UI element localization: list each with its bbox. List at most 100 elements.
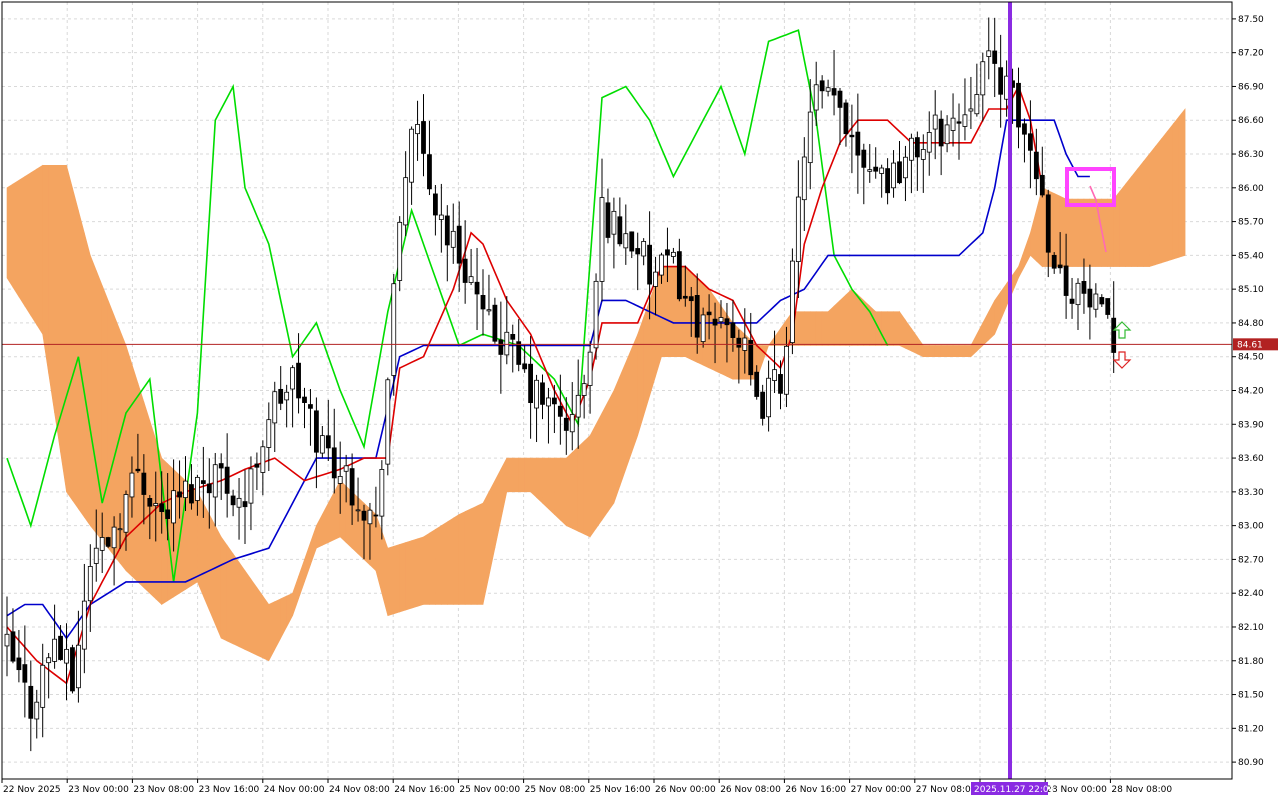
- candle-body: [313, 410, 319, 453]
- candle-body: [819, 80, 825, 92]
- cloud-segment: [619, 362, 627, 487]
- x-tick-label: 25 Nov 00:00: [459, 785, 520, 795]
- candle-body: [70, 647, 75, 692]
- candle: [659, 252, 664, 284]
- candle: [629, 231, 635, 259]
- candle: [831, 50, 837, 116]
- cloud-segment: [524, 457, 531, 493]
- cloud-segment: [833, 299, 841, 346]
- cloud-segment: [464, 508, 472, 605]
- candle-body: [599, 197, 605, 282]
- cloud-segment: [827, 305, 835, 346]
- y-tick-label: 81.50: [1238, 691, 1264, 701]
- candle-body: [1051, 254, 1057, 269]
- candle: [1057, 232, 1063, 274]
- cloud-segment: [429, 528, 436, 605]
- candle: [34, 689, 40, 739]
- candle: [159, 471, 165, 534]
- candle-body: [385, 379, 391, 465]
- candle-body: [861, 149, 867, 168]
- candle-body: [34, 701, 40, 720]
- candle: [64, 623, 69, 701]
- y-tick-label: 82.40: [1238, 589, 1264, 599]
- y-tick-label: 87.50: [1238, 15, 1264, 25]
- candle-body: [1063, 265, 1069, 296]
- cloud-segment: [327, 491, 335, 543]
- candle-body: [1111, 317, 1117, 353]
- y-tick-label: 84.20: [1238, 387, 1264, 397]
- candle: [855, 93, 861, 194]
- candle: [938, 110, 944, 176]
- cloud-segment: [577, 440, 585, 535]
- cloud-segment: [684, 265, 692, 361]
- candle: [641, 238, 647, 266]
- cloud-segment: [262, 595, 270, 662]
- candle-body: [290, 367, 296, 390]
- cloud-segment: [203, 502, 210, 611]
- candle-body: [540, 382, 545, 405]
- x-tick-label: 22 Nov 2025: [3, 785, 61, 795]
- candle-body: [260, 446, 266, 473]
- y-tick-label: 84.50: [1238, 353, 1264, 363]
- candle-body: [171, 490, 177, 524]
- cloud-segment: [1065, 198, 1073, 267]
- candle-body: [736, 337, 742, 348]
- candle: [891, 150, 896, 198]
- candle: [504, 296, 510, 365]
- candle: [498, 301, 504, 394]
- candle: [337, 441, 343, 514]
- candle-body: [534, 379, 539, 409]
- y-tick-label: 85.40: [1238, 251, 1264, 261]
- candle: [736, 329, 742, 384]
- candle-body: [415, 124, 420, 135]
- candle: [212, 452, 218, 527]
- candle: [266, 402, 272, 472]
- time-marker-box: [971, 782, 1048, 795]
- candle: [510, 324, 516, 373]
- candle: [58, 625, 63, 661]
- cloud-segment: [536, 457, 543, 504]
- cloud-segment: [839, 294, 847, 346]
- candle-body: [992, 50, 998, 64]
- candle: [40, 643, 46, 738]
- cloud-segment: [393, 543, 401, 615]
- cloud-segment: [899, 310, 906, 349]
- cloud-segment: [589, 424, 597, 538]
- candle: [248, 456, 254, 531]
- candle-body: [688, 296, 694, 302]
- candle: [206, 458, 212, 529]
- candle-body: [1033, 151, 1039, 180]
- y-tick-label: 87.20: [1238, 49, 1264, 59]
- candle-body: [867, 169, 873, 172]
- candle: [1099, 294, 1105, 307]
- cloud-segment: [197, 491, 204, 597]
- candle-body: [617, 216, 623, 245]
- candle: [462, 220, 468, 304]
- candle-body: [920, 149, 926, 160]
- candle: [141, 454, 147, 525]
- candle: [296, 333, 301, 414]
- cloud-segment: [809, 311, 817, 346]
- x-tick-label: 23 Nov 00:00: [68, 785, 129, 795]
- candle: [700, 307, 706, 348]
- cloud-segment: [322, 502, 329, 546]
- candle-body: [557, 405, 563, 417]
- candle: [653, 256, 658, 316]
- candle-body: [480, 295, 486, 310]
- candle-body: [581, 383, 587, 396]
- candle: [980, 52, 986, 122]
- candle-body: [236, 497, 242, 508]
- candle: [331, 408, 337, 494]
- time-marker-label: 2025.11.27 22:00: [974, 785, 1055, 795]
- candle-body: [308, 404, 313, 409]
- cloud-segment: [1018, 249, 1025, 279]
- cloud-segment: [774, 327, 781, 346]
- candle-body: [510, 334, 516, 340]
- x-tick-label: 23 Nov 08:00: [133, 785, 194, 795]
- candle-body: [778, 374, 783, 394]
- candle: [754, 365, 760, 400]
- x-tick-label: 27 Nov 08:00: [916, 785, 977, 795]
